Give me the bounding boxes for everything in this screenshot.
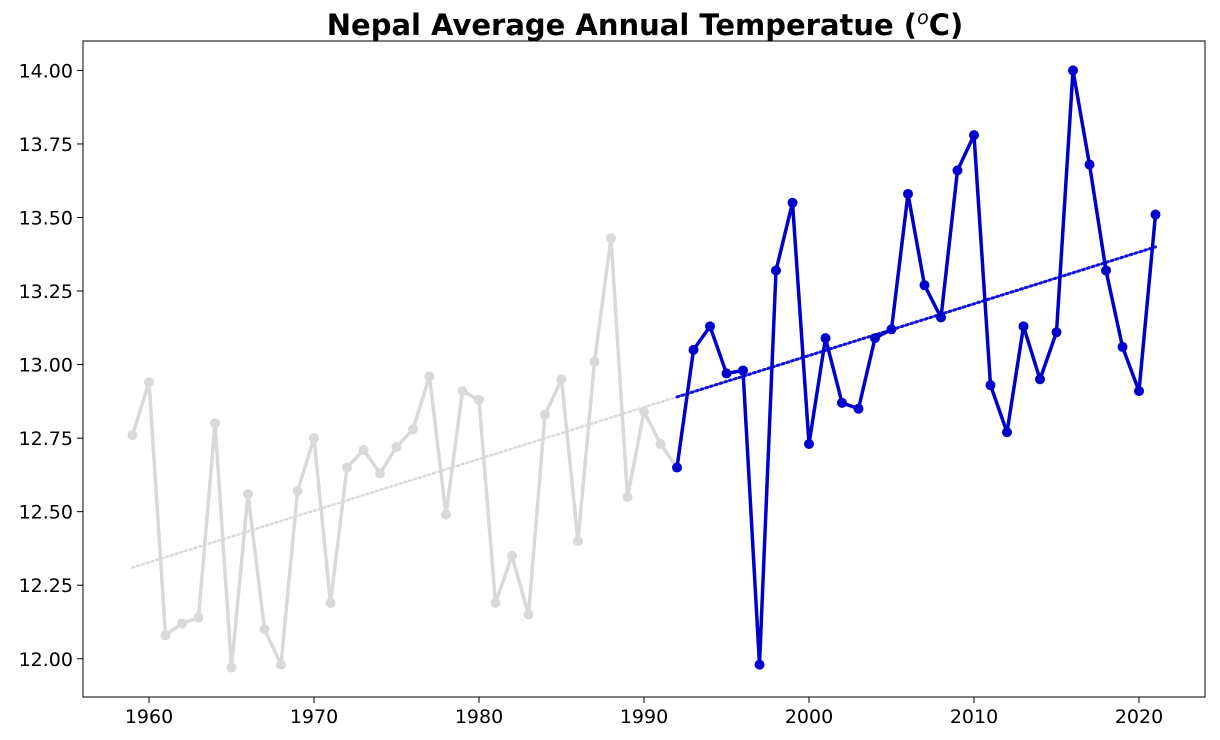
data-point	[985, 380, 996, 391]
data-point	[490, 597, 501, 608]
x-tick-label: 2010	[950, 706, 998, 728]
historical-series	[127, 233, 682, 673]
data-point	[721, 368, 732, 379]
series-line	[675, 68, 1158, 667]
x-tick-label: 2020	[1115, 706, 1163, 728]
chart-title-superscript: o	[917, 7, 929, 29]
y-tick-label: 12.75	[19, 428, 73, 450]
data-point	[1134, 386, 1144, 397]
x-tick-label: 1980	[455, 706, 503, 728]
data-point	[1117, 341, 1128, 352]
data-point	[1051, 327, 1062, 338]
data-point	[292, 486, 303, 497]
data-point	[1101, 265, 1111, 276]
data-point	[243, 489, 253, 500]
data-point	[507, 550, 517, 561]
y-tick-label: 12.00	[19, 649, 73, 671]
data-point	[738, 365, 748, 376]
y-tick-label: 13.25	[19, 281, 73, 303]
data-point	[391, 441, 402, 452]
data-point	[441, 509, 451, 520]
data-point	[820, 333, 831, 344]
data-point	[325, 597, 336, 608]
data-point	[540, 409, 550, 420]
data-point	[589, 356, 600, 367]
data-point	[952, 165, 963, 176]
data-point	[424, 371, 435, 382]
data-point	[1068, 65, 1078, 76]
data-point	[705, 321, 715, 332]
data-point	[639, 406, 649, 417]
data-point	[259, 624, 270, 635]
data-point	[1150, 209, 1161, 220]
data-point	[342, 462, 352, 473]
data-point	[160, 630, 171, 641]
data-point	[672, 462, 682, 473]
data-point	[1084, 159, 1095, 170]
plot-area	[127, 65, 1161, 673]
x-axis: 1960 1970 1980 1990 2000 2010 2020	[125, 697, 1163, 728]
data-point	[177, 618, 187, 629]
x-tick-label: 2000	[785, 706, 833, 728]
data-point	[144, 377, 154, 388]
data-point	[408, 424, 418, 435]
data-point	[804, 439, 814, 450]
plot-frame	[82, 40, 1206, 698]
data-point	[936, 312, 946, 323]
trend-line	[675, 245, 1157, 399]
y-tick-label: 13.50	[19, 208, 73, 230]
data-point	[870, 333, 880, 344]
data-point	[556, 374, 567, 385]
data-point	[193, 612, 204, 623]
data-point	[606, 233, 616, 244]
data-point	[919, 280, 930, 291]
data-point	[837, 397, 847, 408]
data-point	[523, 609, 534, 620]
recent-series	[672, 65, 1161, 670]
data-point	[969, 130, 979, 141]
y-tick-label: 12.25	[19, 575, 73, 597]
data-point	[573, 536, 583, 547]
chart-title-tail: C)	[929, 8, 964, 42]
data-point	[1035, 374, 1045, 385]
x-tick-label: 1970	[290, 706, 338, 728]
data-point	[358, 444, 369, 455]
chart-title-main: Nepal Average Annual Temperatue (	[327, 8, 917, 42]
data-point	[457, 386, 468, 397]
y-axis: 12.00 12.25 12.50 12.75 13.00 13.25 13.50 13.75…	[19, 60, 83, 671]
data-point	[1002, 427, 1012, 438]
data-point	[903, 188, 913, 199]
x-tick-label: 1990	[620, 706, 668, 728]
chart-title: Nepal Average Annual Temperatue (oC)	[327, 7, 963, 42]
data-point	[787, 197, 798, 208]
data-point	[771, 265, 781, 276]
data-point	[226, 662, 237, 673]
data-point	[474, 394, 484, 405]
data-point	[655, 439, 666, 450]
data-point	[127, 430, 138, 441]
series-line	[130, 236, 679, 670]
data-point	[375, 468, 385, 479]
data-point	[622, 491, 633, 502]
y-tick-label: 13.00	[19, 355, 73, 377]
data-point	[688, 344, 699, 355]
data-point	[853, 403, 864, 414]
data-point	[754, 659, 765, 670]
data-point	[886, 324, 897, 335]
y-tick-label: 13.75	[19, 134, 73, 156]
data-point	[1018, 321, 1029, 332]
data-point	[309, 433, 319, 444]
data-point	[210, 418, 220, 429]
y-tick-label: 12.50	[19, 502, 73, 524]
x-tick-label: 1960	[125, 706, 173, 728]
y-tick-label: 14.00	[19, 60, 73, 82]
data-point	[276, 659, 286, 670]
